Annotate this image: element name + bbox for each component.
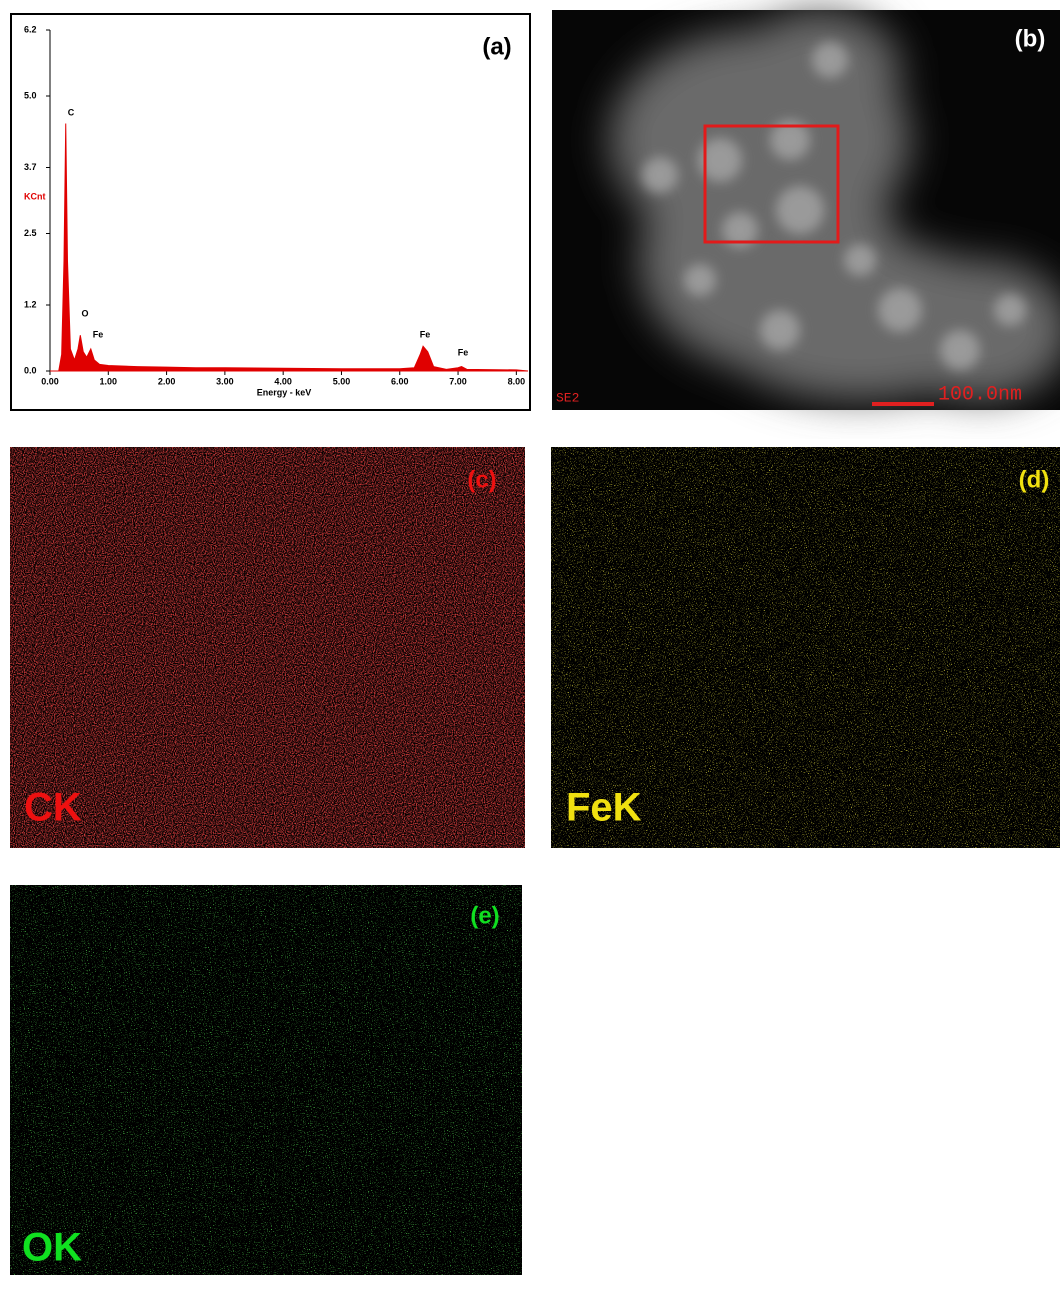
panel-label: (d) <box>1019 466 1050 493</box>
y-axis-label: KCnt <box>24 191 46 201</box>
x-tick-label: 0.00 <box>41 376 59 386</box>
y-tick-label: 3.7 <box>24 162 37 172</box>
element-label: CK <box>24 786 82 830</box>
y-tick-label: 2.5 <box>24 228 37 238</box>
element-label: FeK <box>566 786 642 830</box>
scale-label: 100.0nm <box>938 383 1022 406</box>
x-tick-label: 6.00 <box>391 376 409 386</box>
x-tick-label: 5.00 <box>333 376 351 386</box>
peak-annotation: O <box>81 308 88 318</box>
map-signal <box>551 447 1060 848</box>
x-tick-label: 8.00 <box>508 376 526 386</box>
map-carbon: (c) CK <box>10 447 525 848</box>
peak-annotation: Fe <box>420 329 431 339</box>
panel-frame <box>10 13 531 411</box>
y-tick-label: 0.0 <box>24 365 37 375</box>
x-tick-label: 3.00 <box>216 376 234 386</box>
panel-label: (c) <box>467 466 496 493</box>
panel-label: (a) <box>482 33 511 60</box>
x-tick-label: 7.00 <box>449 376 467 386</box>
map-signal <box>10 447 525 848</box>
peak-annotation: C <box>68 107 75 117</box>
spectrum-area <box>50 123 529 372</box>
x-tick-label: 1.00 <box>100 376 118 386</box>
panel-label: (b) <box>1015 25 1046 52</box>
x-axis-label: Energy - keV <box>257 387 312 397</box>
y-tick-label: 5.0 <box>24 90 37 100</box>
x-tick-label: 4.00 <box>274 376 292 386</box>
panel-label: (e) <box>470 902 499 929</box>
element-label: OK <box>22 1226 82 1270</box>
sem-image: (b) SE2 100.0nm <box>552 10 1060 410</box>
particles <box>642 42 1026 370</box>
map-iron: (d) FeK <box>551 447 1060 848</box>
y-tick-label: 1.2 <box>24 299 37 309</box>
peak-annotation: Fe <box>93 329 104 339</box>
map-oxygen: (e) OK <box>10 885 522 1275</box>
peak-annotation: Fe <box>458 347 469 357</box>
map-signal <box>10 885 522 1275</box>
x-tick-label: 2.00 <box>158 376 176 386</box>
detector-label: SE2 <box>556 390 579 405</box>
selection-box <box>703 124 840 244</box>
spectrum-chart: 0.0 1.2 2.5 3.7 5.0 6.2 0.00 1.00 2.00 3.00 4.00 5.… <box>24 24 529 397</box>
y-tick-label: 6.2 <box>24 24 37 34</box>
